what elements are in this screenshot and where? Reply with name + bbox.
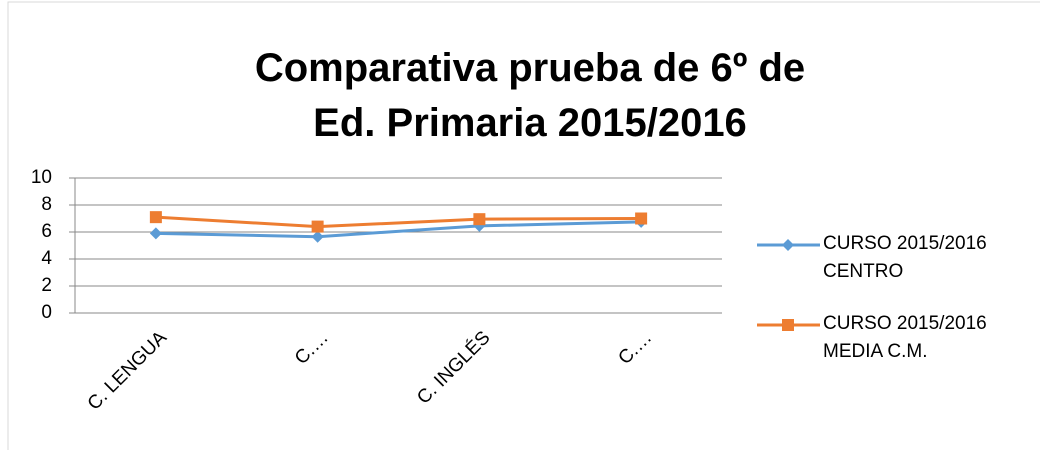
- y-tick-label: 8: [41, 194, 52, 215]
- line-marker: [149, 211, 162, 224]
- line-marker: [311, 220, 324, 233]
- y-tick-label: 4: [41, 248, 52, 269]
- line-marker: [635, 212, 648, 225]
- x-tick-label: C. INGLÉS: [413, 327, 494, 408]
- chart-title: Comparativa prueba de 6º de Ed. Primaria …: [255, 46, 805, 145]
- legend-marker: [782, 319, 794, 331]
- line-marker: [149, 227, 162, 240]
- legend-marker: [782, 239, 794, 251]
- x-tick-label: C.…: [614, 327, 656, 369]
- chart-border: [7, 1, 1040, 450]
- y-tick-label: 6: [41, 221, 52, 242]
- y-tick-label: 0: [41, 302, 52, 323]
- legend-label: CURSO 2015/2016 MEDIA C.M.: [823, 313, 987, 362]
- series-line: [155, 220, 642, 239]
- x-tick-label: C. LENGUA: [84, 327, 171, 414]
- series-line: [155, 215, 642, 229]
- x-tick-label: C.…: [291, 327, 333, 369]
- y-tick-label: 10: [31, 167, 52, 188]
- y-tick-label: 2: [41, 275, 52, 296]
- line-marker: [473, 213, 486, 226]
- legend-label: CURSO 2015/2016 CENTRO: [823, 233, 987, 282]
- line-marker: [311, 230, 324, 243]
